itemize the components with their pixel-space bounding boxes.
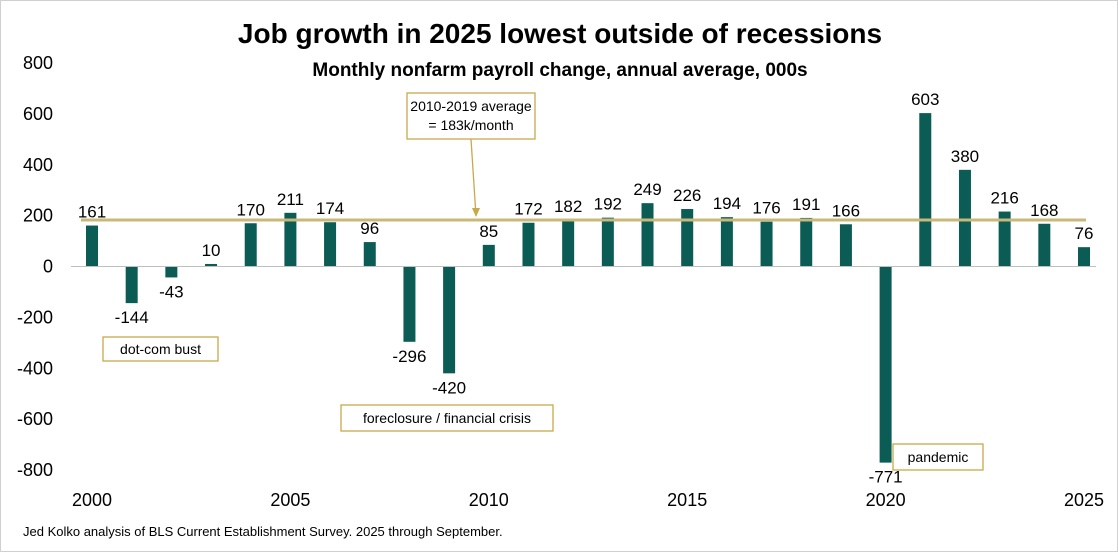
source-note: Jed Kolko analysis of BLS Current Establ… [23, 524, 503, 539]
data-label-2023: 216 [990, 189, 1018, 208]
data-label-2007: 96 [360, 219, 379, 238]
data-label-2025: 76 [1075, 224, 1094, 243]
bar-2023 [998, 211, 1011, 267]
y-tick-label: 0 [43, 257, 53, 277]
data-label-2000: 161 [78, 203, 106, 222]
y-tick-label: 200 [23, 206, 53, 226]
bar-2017 [760, 221, 773, 267]
annotation-box-1 [340, 404, 554, 432]
reference-line-label-box [406, 92, 536, 140]
data-label-2019: 166 [832, 201, 860, 220]
y-tick-label: -400 [17, 358, 53, 378]
bar-2024 [1038, 223, 1051, 267]
data-label-2011: 172 [514, 200, 542, 219]
annotation-label-2: pandemic [908, 449, 969, 465]
y-tick-label: 600 [23, 104, 53, 124]
bar-2005 [284, 212, 297, 267]
data-label-2021: 603 [911, 90, 939, 109]
reference-line-label-2: = 183k/month [428, 117, 513, 133]
bars-group [86, 113, 1090, 463]
data-label-2010: 85 [479, 222, 498, 241]
chart-title: Job growth in 2025 lowest outside of rec… [238, 18, 882, 49]
y-tick-label: -800 [17, 460, 53, 480]
data-label-2018: 191 [792, 195, 820, 214]
bar-2021 [919, 113, 932, 267]
y-tick-label: -200 [17, 307, 53, 327]
x-tick-label: 2010 [469, 490, 509, 510]
bar-2001 [125, 266, 138, 304]
x-tick-label: 2015 [667, 490, 707, 510]
x-tick-label: 2025 [1064, 490, 1104, 510]
bar-2011 [522, 222, 535, 267]
bar-2015 [681, 209, 694, 267]
bar-2008 [403, 266, 416, 342]
bar-2019 [839, 224, 852, 267]
data-label-2020: -771 [869, 468, 903, 487]
bar-2000 [86, 225, 98, 267]
data-label-2004: 170 [237, 200, 265, 219]
bar-2002 [165, 266, 178, 278]
x-tick-label: 2005 [270, 490, 310, 510]
annotations-group: 2010-2019 average = 183k/month dot-com bus… [102, 92, 984, 471]
bar-2012 [562, 220, 575, 267]
data-label-2003: 10 [202, 241, 221, 260]
bar-2022 [958, 169, 971, 267]
data-label-2013: 192 [594, 195, 622, 214]
y-tick-label: 400 [23, 155, 53, 175]
bar-2006 [324, 222, 337, 267]
data-label-2006: 174 [316, 199, 344, 218]
x-axis: 2000 2005 2010 2015 2020 2025 [72, 490, 1104, 510]
bar-2010 [482, 244, 495, 267]
data-label-2008: -296 [392, 347, 426, 366]
bar-2016 [720, 217, 733, 267]
data-labels-group: 161 -144 -43 10 170 211 174 96 -296 -420 85 172 182 1… [78, 90, 1094, 487]
bar-2020 [879, 266, 892, 463]
y-axis: 800 600 400 200 0 -200 -400 -600 -800 [17, 53, 53, 480]
y-tick-label: 800 [23, 53, 53, 73]
bar-2013 [601, 217, 614, 267]
bar-2004 [244, 223, 257, 267]
x-tick-label: 2020 [866, 490, 906, 510]
annotation-label-1: foreclosure / financial crisis [363, 410, 531, 426]
bar-2014 [641, 203, 654, 267]
reference-line-pointer [470, 138, 477, 216]
bar-2007 [363, 242, 376, 267]
annotation-box-0 [102, 336, 219, 362]
data-label-2012: 182 [554, 197, 582, 216]
chart-subtitle: Monthly nonfarm payroll change, annual a… [312, 60, 807, 81]
data-label-2002: -43 [159, 282, 184, 301]
annotation-label-0: dot-com bust [120, 341, 201, 357]
bar-2018 [800, 217, 813, 267]
data-label-2024: 168 [1030, 201, 1058, 220]
data-label-2005: 211 [277, 190, 304, 209]
data-label-2022: 380 [951, 147, 979, 166]
y-tick-label: -600 [17, 409, 53, 429]
reference-line-pointer-head [472, 207, 480, 217]
data-label-2014: 249 [633, 180, 661, 199]
bar-2009 [443, 266, 456, 374]
data-label-2017: 176 [752, 199, 780, 218]
bar-2003 [205, 263, 218, 267]
bar-2025 [1078, 247, 1090, 267]
data-label-2009: -420 [432, 378, 466, 397]
data-label-2001: -144 [115, 308, 149, 327]
annotation-box-2 [892, 443, 984, 471]
data-label-2015: 226 [673, 186, 701, 205]
reference-line-label-1: 2010-2019 average [410, 98, 532, 114]
x-tick-label: 2000 [72, 490, 112, 510]
data-label-2016: 194 [713, 194, 741, 213]
